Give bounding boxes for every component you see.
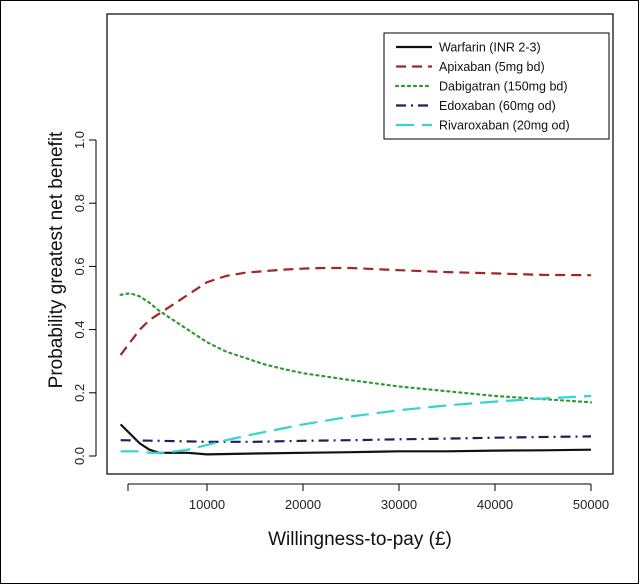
legend-label: Warfarin (INR 2-3) [439, 41, 541, 55]
x-axis-title: Willingness-to-pay (£) [268, 529, 452, 550]
series-layer [119, 266, 593, 456]
y-axis-title: Probability greatest net benefit [46, 131, 67, 388]
plot-border [106, 13, 614, 475]
series-line-3 [119, 292, 593, 404]
legend: Warfarin (INR 2-3) Apixaban (5mg bd) Dabig… [383, 32, 610, 140]
y-tick-label: 0.0 [72, 447, 87, 465]
legend-label: Rivaroxaban (20mg od) [439, 119, 570, 133]
x-tick-label: 40000 [477, 497, 513, 512]
y-axis: 0.0 0.2 0.4 0.6 0.8 1.0 [72, 131, 97, 465]
legend-box [383, 32, 610, 140]
y-tick-label: 0.6 [72, 257, 87, 275]
x-tick-label: 20000 [285, 497, 321, 512]
y-tick-label: 0.8 [72, 194, 87, 212]
x-tick-label: 10000 [189, 497, 225, 512]
legend-label: Dabigatran (150mg bd) [439, 80, 568, 94]
series-line-5 [120, 394, 592, 454]
series-line-4 [120, 435, 592, 443]
y-tick-label: 1.0 [72, 131, 87, 149]
series-line-2 [119, 266, 592, 356]
y-tick-label: 0.2 [72, 384, 87, 402]
x-axis: 10000 20000 30000 40000 50000 [127, 483, 609, 512]
y-tick-label: 0.4 [72, 321, 87, 339]
legend-label: Edoxaban (60mg od) [439, 99, 556, 113]
series-line-1 [119, 423, 592, 456]
x-tick-label: 30000 [381, 497, 417, 512]
plot-area [106, 13, 614, 475]
legend-label: Apixaban (5mg bd) [439, 60, 545, 74]
x-tick-label: 50000 [573, 497, 609, 512]
